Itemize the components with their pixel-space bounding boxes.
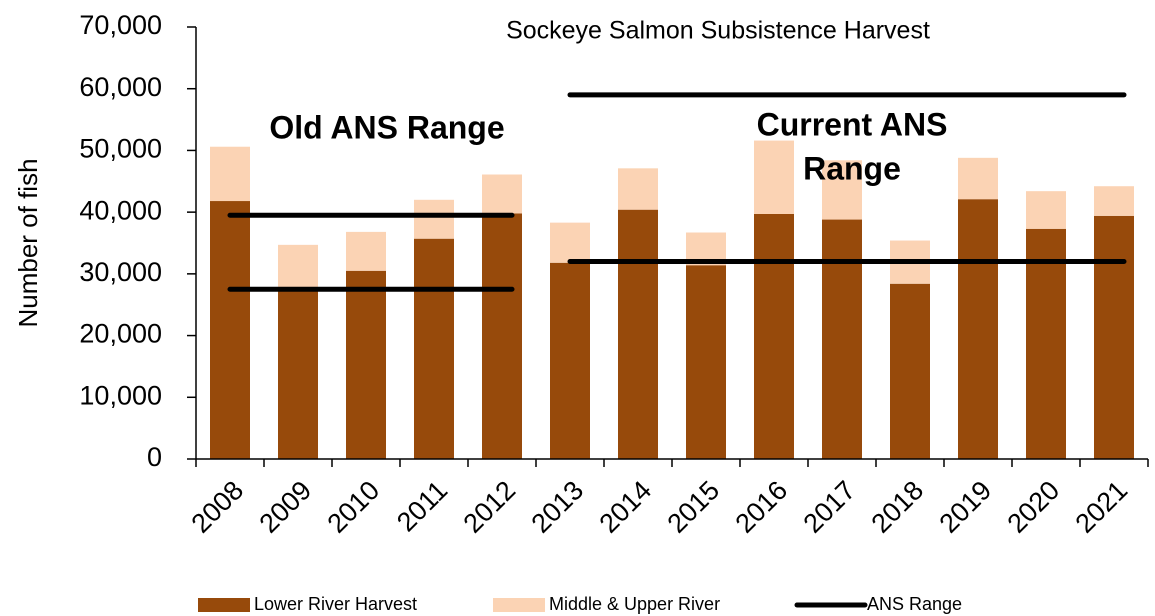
bar-segment bbox=[210, 201, 250, 459]
x-tick-label: 2019 bbox=[934, 475, 998, 539]
bar-segment bbox=[414, 238, 454, 459]
y-tick-label: 60,000 bbox=[79, 72, 162, 102]
legend-swatch bbox=[198, 598, 250, 612]
bar-segment bbox=[346, 231, 386, 271]
bar-segment bbox=[550, 222, 590, 263]
annotation: Range bbox=[803, 150, 901, 186]
bar-segment bbox=[822, 219, 862, 459]
y-tick-label: 20,000 bbox=[79, 319, 162, 349]
bar-segment bbox=[482, 174, 522, 214]
x-tick-label: 2014 bbox=[594, 475, 658, 539]
bar-segment bbox=[1094, 215, 1134, 459]
legend-label: Lower River Harvest bbox=[254, 594, 417, 614]
x-tick-label: 2011 bbox=[391, 475, 453, 537]
bar-segment bbox=[1026, 191, 1066, 229]
annotation: Current ANS bbox=[757, 106, 948, 142]
chart-title: Sockeye Salmon Subsistence Harvest bbox=[506, 17, 930, 45]
bar-segment bbox=[1026, 228, 1066, 459]
bar-segment bbox=[890, 283, 930, 459]
bar-segment bbox=[210, 146, 250, 202]
x-tick-label: 2016 bbox=[730, 475, 794, 539]
bar-segment bbox=[278, 244, 318, 288]
annotation: Old ANS Range bbox=[269, 109, 504, 145]
legend-label: Middle & Upper River bbox=[549, 594, 720, 614]
legend-swatch bbox=[493, 598, 545, 612]
x-tick-label: 2009 bbox=[254, 475, 318, 539]
bar-segment bbox=[618, 209, 658, 459]
x-tick-label: 2013 bbox=[526, 475, 590, 539]
bar-segment bbox=[686, 265, 726, 459]
x-tick-label: 2020 bbox=[1002, 475, 1066, 539]
legend-label: ANS Range bbox=[867, 594, 962, 614]
bar-segment bbox=[414, 199, 454, 239]
bar-segment bbox=[346, 270, 386, 459]
y-tick-label: 50,000 bbox=[79, 134, 162, 164]
bar-segment bbox=[754, 213, 794, 459]
x-tick-label: 2008 bbox=[186, 475, 250, 539]
y-tick-label: 10,000 bbox=[79, 380, 162, 410]
y-tick-label: 70,000 bbox=[79, 10, 162, 40]
bar-segment bbox=[618, 168, 658, 210]
y-tick-label: 0 bbox=[147, 442, 162, 472]
bar-segment bbox=[822, 160, 862, 220]
bar-segment bbox=[550, 262, 590, 459]
y-tick-label: 30,000 bbox=[79, 257, 162, 287]
y-axis-label: Number of fish bbox=[13, 158, 43, 327]
x-tick-label: 2017 bbox=[798, 475, 862, 539]
bar-segment bbox=[482, 213, 522, 459]
y-tick-label: 40,000 bbox=[79, 195, 162, 225]
bar-segment bbox=[1094, 186, 1134, 216]
x-tick-label: 2018 bbox=[866, 475, 930, 539]
bar-segment bbox=[278, 287, 318, 459]
x-tick-label: 2012 bbox=[458, 475, 522, 539]
bar-segment bbox=[958, 199, 998, 459]
bar-segment bbox=[754, 140, 794, 214]
x-tick-label: 2021 bbox=[1070, 475, 1134, 539]
x-tick-label: 2015 bbox=[662, 475, 726, 539]
x-tick-label: 2010 bbox=[322, 475, 386, 539]
bar-segment bbox=[958, 157, 998, 200]
